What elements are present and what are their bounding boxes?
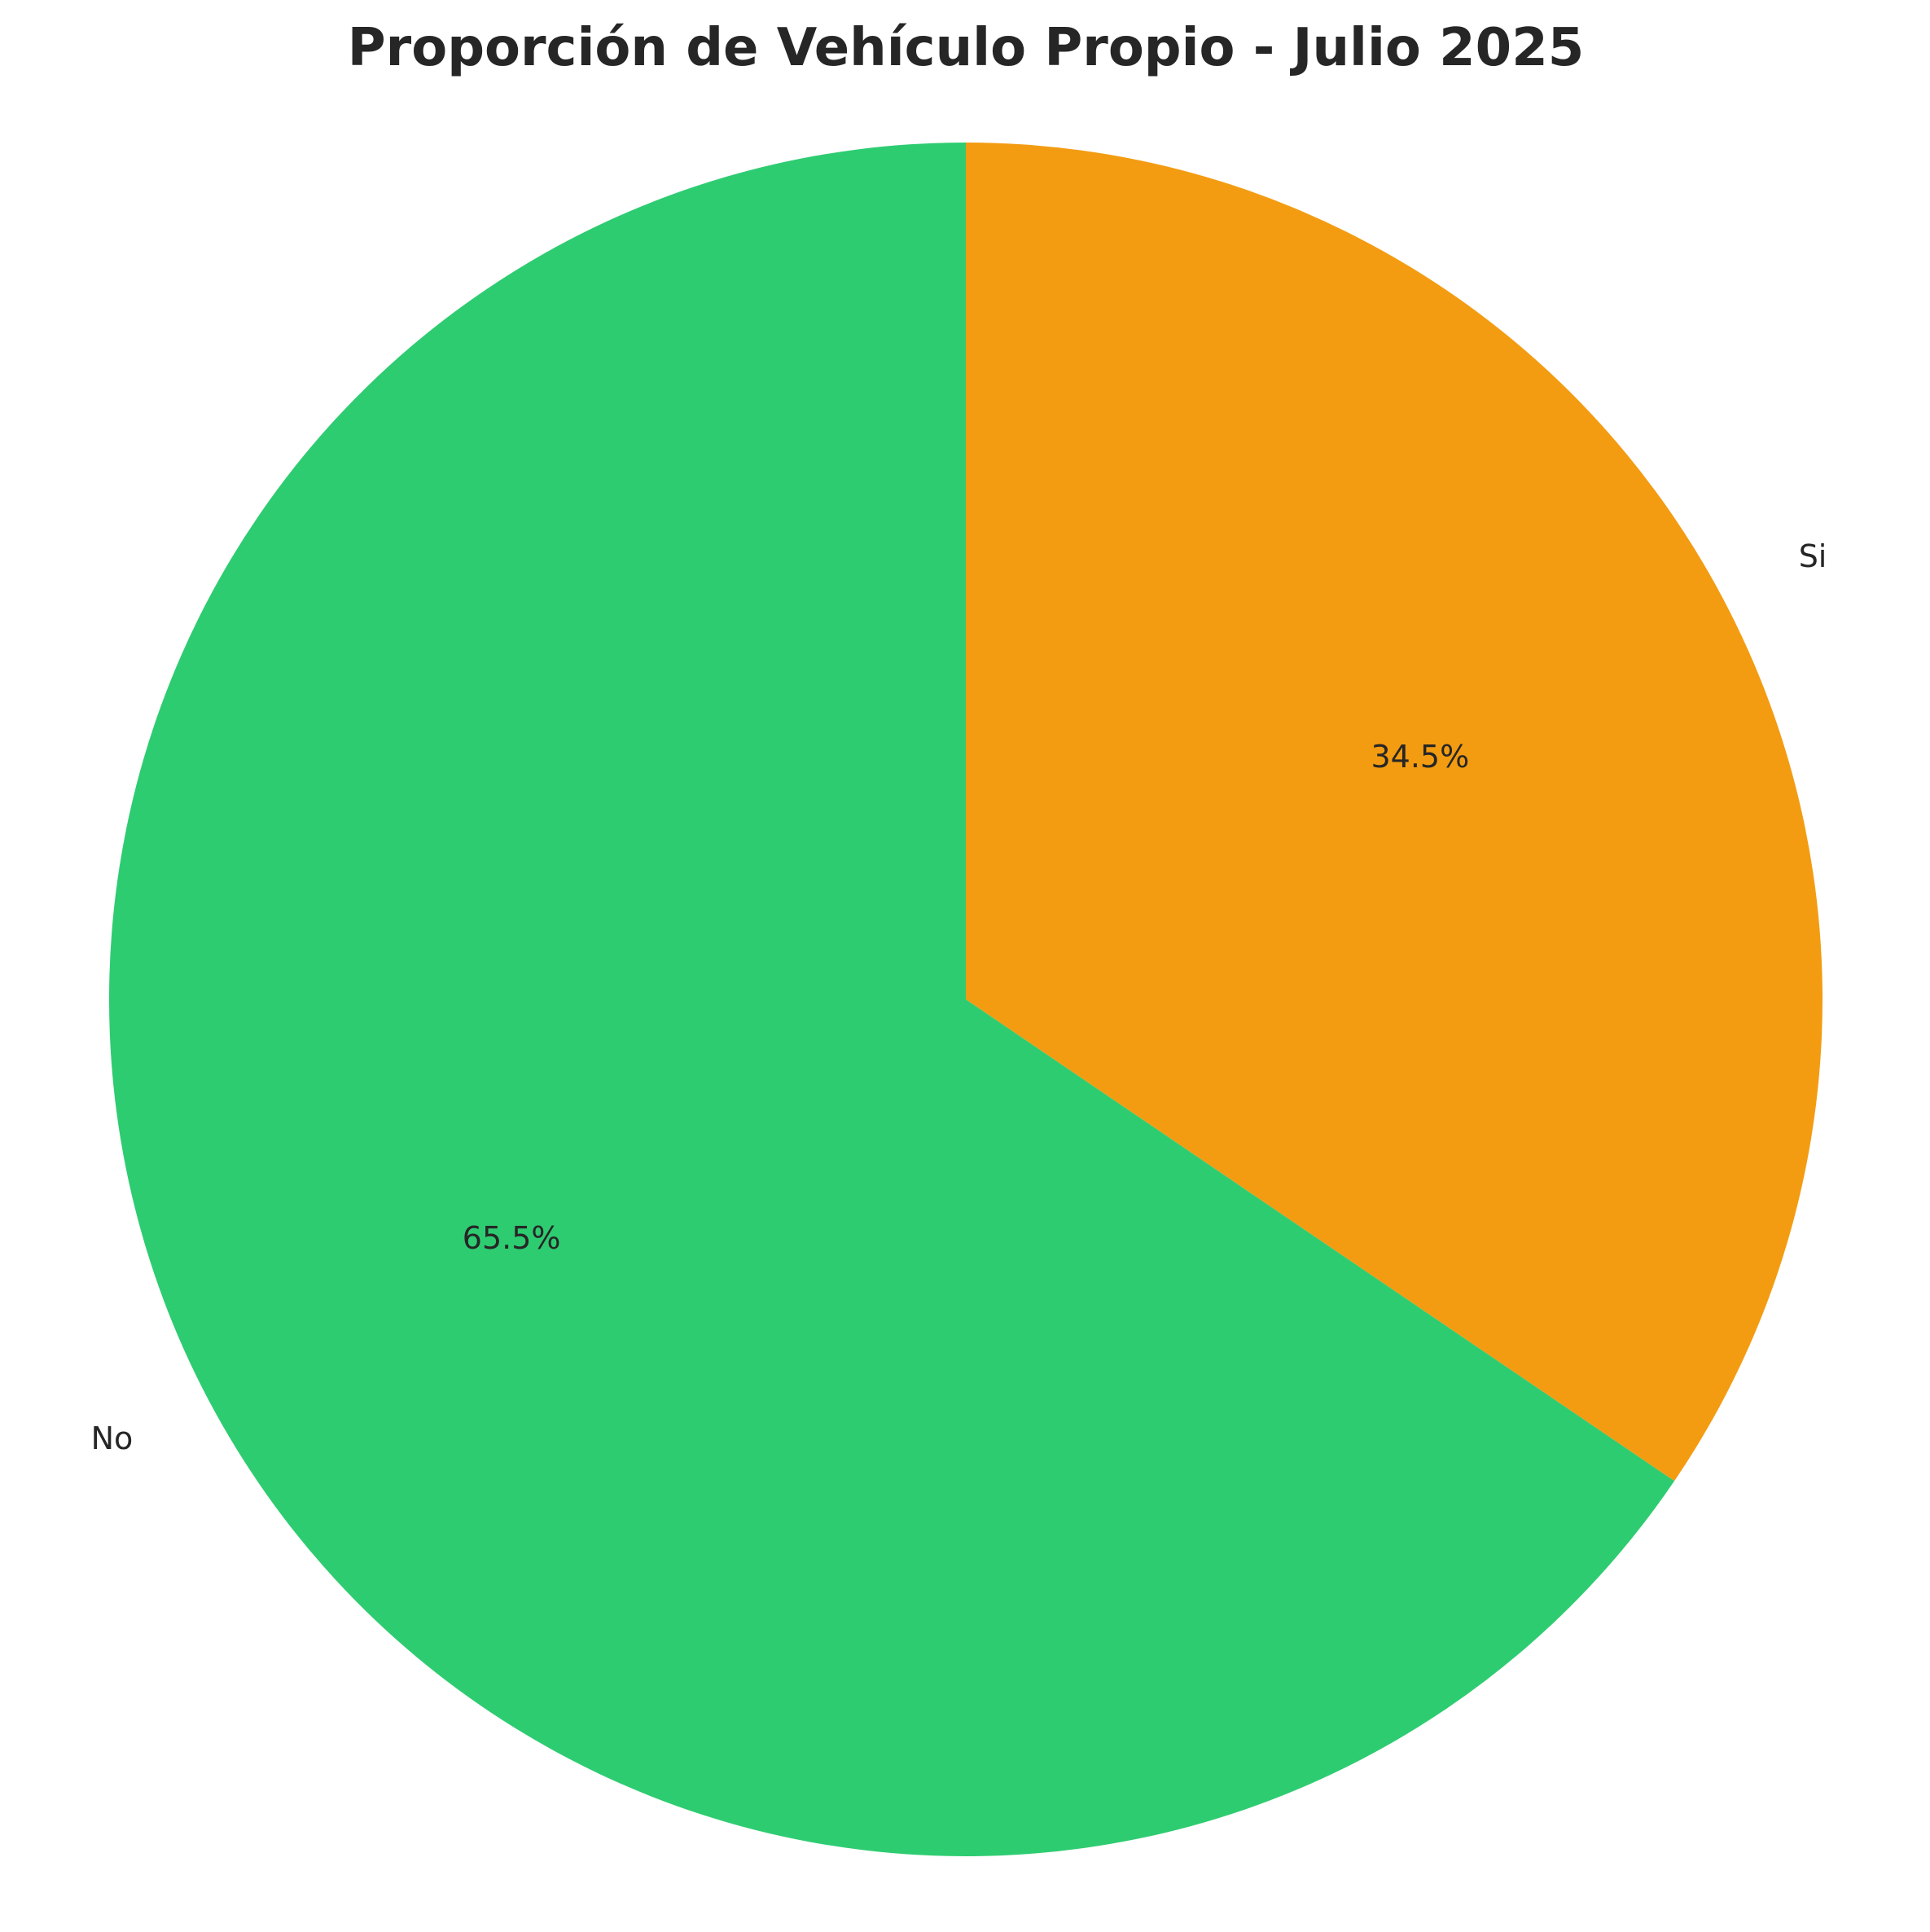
slice-label-no: No [91, 1420, 134, 1456]
percent-label-no: 65.5% [463, 1220, 561, 1256]
percent-label-si: 34.5% [1371, 739, 1469, 775]
pie-slices [109, 143, 1823, 1856]
pie-labels: Si 34.5% No 65.5% [91, 538, 1827, 1456]
chart-title: Proporción de Vehículo Propio - Julio 20… [348, 18, 1585, 78]
pie-slice-si [966, 143, 1823, 1482]
slice-label-si: Si [1799, 538, 1827, 574]
pie-slice-no [109, 143, 1675, 1856]
